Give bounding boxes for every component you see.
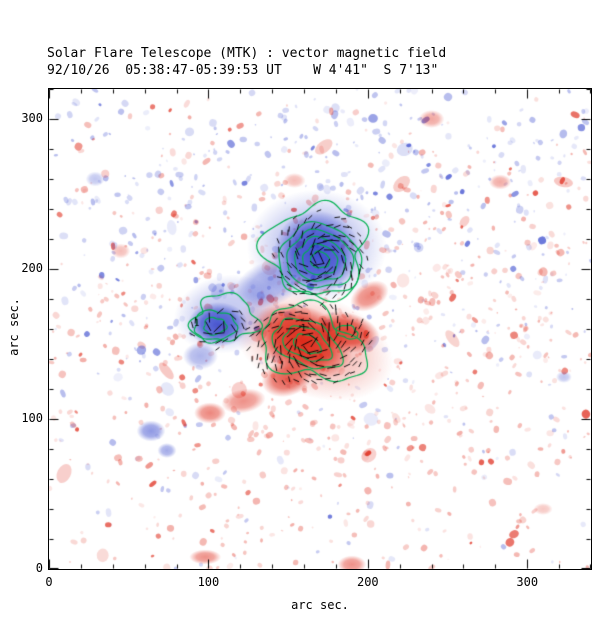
x-tick-label: 0 <box>45 575 53 589</box>
y-tick-label: 0 <box>35 561 43 575</box>
figure-title: Solar Flare Telescope (MTK) : vector mag… <box>47 46 447 61</box>
x-tick-label: 100 <box>197 575 220 589</box>
y-tick-label: 100 <box>21 411 43 425</box>
y-axis-label: arc sec. <box>7 298 21 356</box>
x-tick-label: 200 <box>356 575 379 589</box>
x-axis-label: arc sec. <box>291 598 349 612</box>
plot-area <box>48 88 592 570</box>
y-tick-label: 300 <box>21 111 43 125</box>
figure-subtitle: 92/10/26 05:38:47-05:39:53 UT W 4'41" S … <box>47 63 439 78</box>
y-tick-label: 200 <box>21 261 43 275</box>
magnetogram-canvas <box>49 89 591 569</box>
x-tick-label: 300 <box>516 575 539 589</box>
